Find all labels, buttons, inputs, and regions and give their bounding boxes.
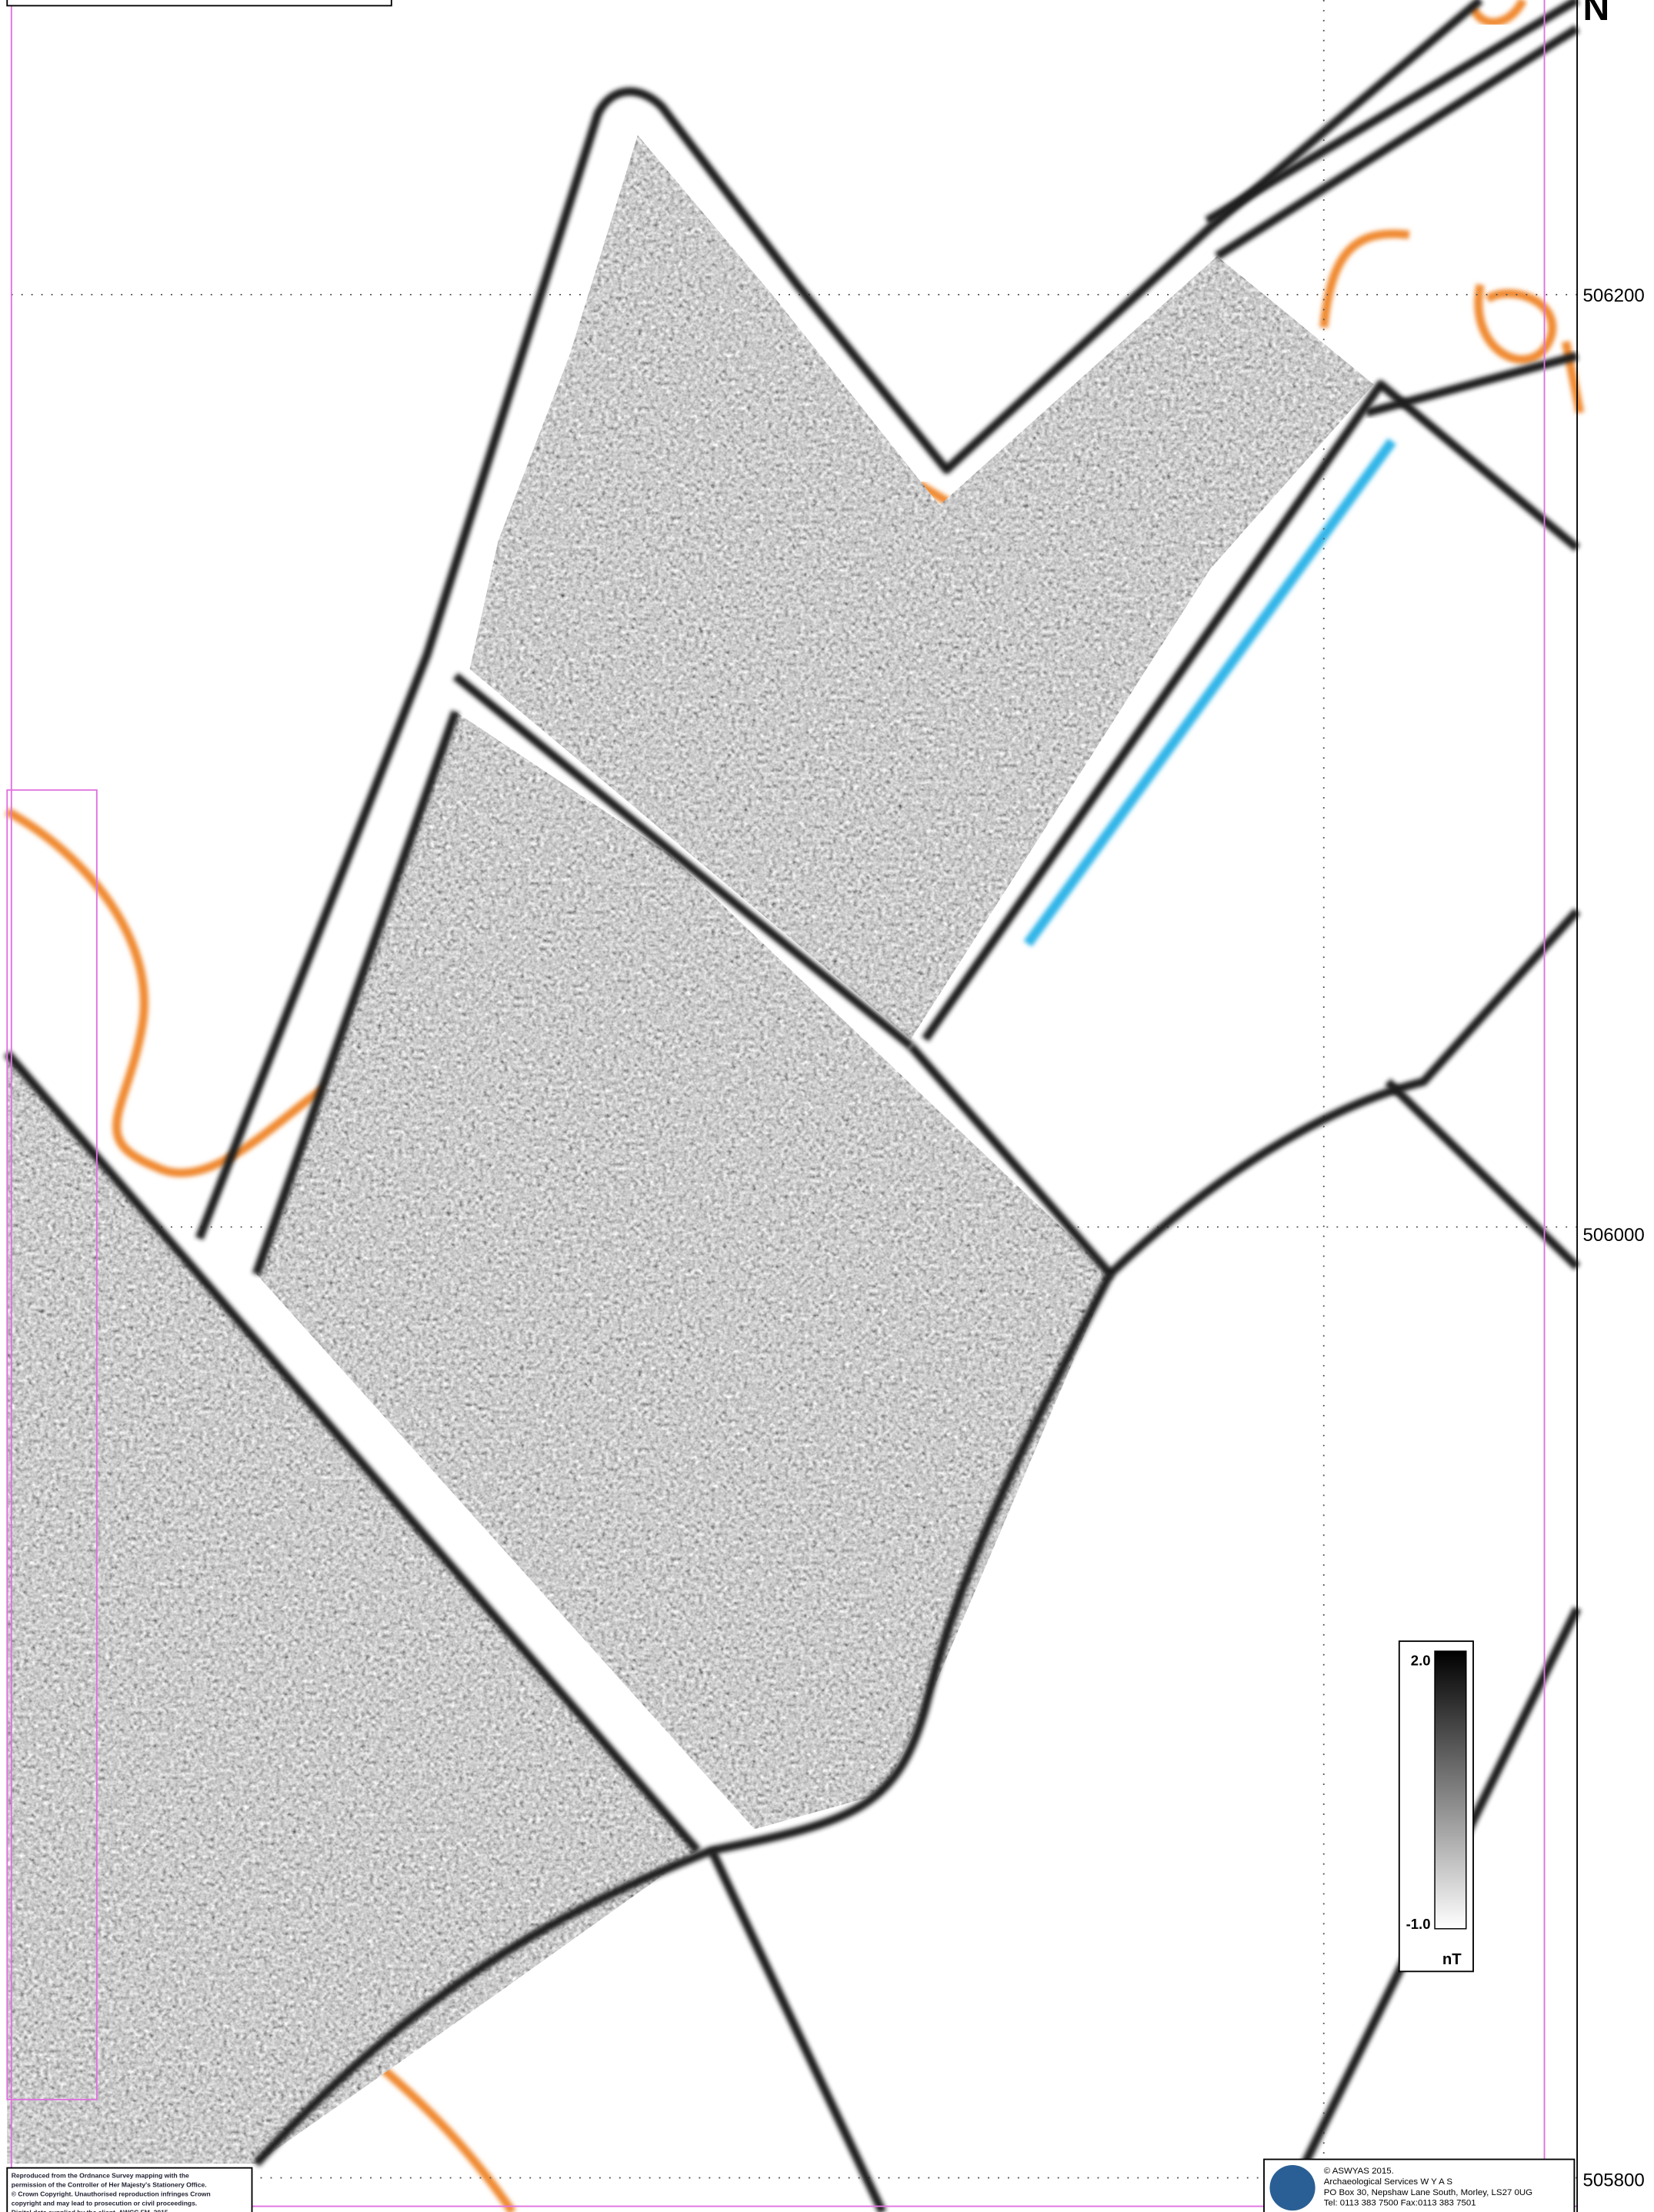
grid-label: 506000 <box>1582 1225 1644 1246</box>
os-notice-line: © Crown Copyright. Unauthorised reproduc… <box>12 2190 211 2198</box>
north-arrow: N <box>1582 0 1609 28</box>
legend-min: -1.0 <box>1406 1916 1431 1932</box>
credit-line: © ASWYAS 2015. <box>1324 2167 1394 2176</box>
os-notice-line: Digital data supplied by the client, AWC… <box>12 2209 170 2212</box>
grid-label: 506200 <box>1582 285 1644 306</box>
survey-map: N 506200 506000 505800 2.0 -1.0 nT Repro… <box>0 0 1654 2212</box>
legend-unit: nT <box>1442 1951 1462 1968</box>
grid-label: 505800 <box>1582 2170 1644 2191</box>
os-notice-line: permission of the Controller of Her Maje… <box>12 2181 207 2189</box>
logo <box>1269 2165 1315 2210</box>
os-notice-line: Reproduced from the Ordnance Survey mapp… <box>12 2172 189 2180</box>
credit-line: PO Box 30, Nepshaw Lane South, Morley, L… <box>1324 2188 1532 2197</box>
credit-line: Tel: 0113 383 7500 Fax:0113 383 7501 <box>1324 2199 1476 2208</box>
legend-max: 2.0 <box>1411 1653 1431 1669</box>
legend: 2.0 -1.0 nT <box>1399 1641 1473 1971</box>
os-notice-line: copyright and may lead to prosecution or… <box>12 2200 197 2207</box>
credit-line: Archaeological Services W Y A S <box>1324 2177 1453 2187</box>
os-notice: Reproduced from the Ordnance Survey mapp… <box>12 2172 211 2212</box>
